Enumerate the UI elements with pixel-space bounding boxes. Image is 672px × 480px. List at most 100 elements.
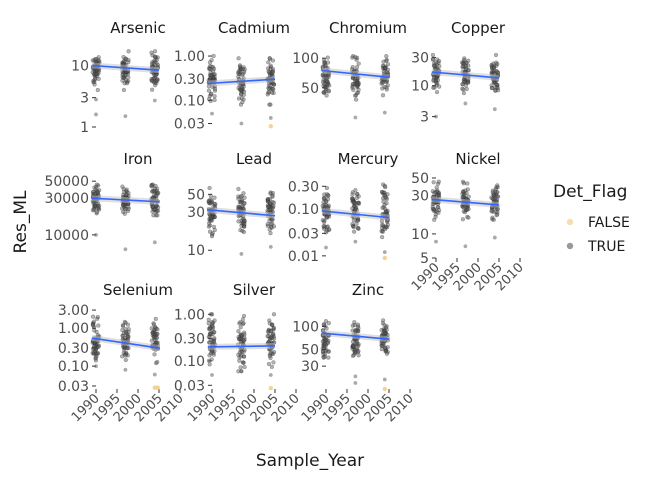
data-point xyxy=(436,205,441,210)
data-point xyxy=(265,222,270,227)
data-point xyxy=(95,316,100,321)
data-point xyxy=(236,196,241,201)
data-point xyxy=(384,351,390,356)
data-point xyxy=(208,331,214,336)
data-point xyxy=(266,361,271,367)
data-point xyxy=(430,189,435,194)
points-zinc xyxy=(320,318,390,392)
legend-key-true xyxy=(566,242,574,250)
data-point xyxy=(355,345,360,351)
y-tick-label: 0.10 xyxy=(174,93,205,109)
y-tick-label: 0.03 xyxy=(174,378,205,394)
data-point xyxy=(353,348,358,353)
data-point xyxy=(434,185,439,190)
data-point xyxy=(356,324,361,329)
data-point xyxy=(463,101,468,106)
data-point xyxy=(270,206,275,211)
data-point xyxy=(210,312,215,317)
data-point xyxy=(462,79,467,84)
data-point xyxy=(210,231,215,236)
y-tick-label: 0.10 xyxy=(58,359,89,375)
data-point xyxy=(322,195,327,200)
data-point xyxy=(212,94,217,99)
data-point xyxy=(149,184,154,189)
data-point xyxy=(434,239,438,244)
data-point xyxy=(92,72,97,77)
data-point xyxy=(385,62,391,67)
data-point xyxy=(461,189,466,195)
data-point xyxy=(326,321,331,326)
y-tick-label: 30 xyxy=(411,189,429,205)
points-chromium xyxy=(320,53,391,120)
data-point xyxy=(126,329,131,334)
data-point xyxy=(151,188,156,193)
data-point-false xyxy=(155,385,160,390)
y-tick-label: 0.30 xyxy=(174,332,205,348)
data-point xyxy=(241,92,246,97)
data-point xyxy=(381,59,386,64)
data-point xyxy=(380,229,385,234)
trend-line-selenium xyxy=(91,337,160,349)
data-point xyxy=(324,199,329,204)
data-point xyxy=(268,191,273,196)
data-point xyxy=(126,57,131,63)
data-point xyxy=(208,66,213,72)
data-point xyxy=(350,222,355,227)
data-point xyxy=(432,191,437,196)
data-point xyxy=(353,188,358,193)
data-point xyxy=(321,355,326,360)
data-point xyxy=(493,52,499,58)
data-point xyxy=(322,219,327,225)
trend-line-zinc xyxy=(321,332,390,340)
data-point xyxy=(383,195,388,200)
data-point xyxy=(466,58,471,63)
data-point xyxy=(380,86,385,91)
data-point xyxy=(350,196,355,201)
y-tick-label: 10 xyxy=(411,79,429,95)
data-point xyxy=(120,72,125,77)
trend-line-arsenic xyxy=(91,64,160,71)
data-point xyxy=(271,312,277,317)
data-point xyxy=(212,214,217,219)
data-point xyxy=(464,86,469,92)
data-point xyxy=(95,87,100,93)
data-point xyxy=(379,327,384,333)
data-point xyxy=(94,184,99,189)
data-point xyxy=(323,337,329,342)
data-point xyxy=(326,60,331,65)
data-point xyxy=(465,187,470,192)
data-point xyxy=(265,334,270,339)
data-point xyxy=(207,96,212,102)
data-point xyxy=(208,201,213,206)
data-point xyxy=(490,215,495,220)
data-point xyxy=(151,321,156,326)
data-point xyxy=(353,78,358,84)
data-point xyxy=(266,329,271,334)
data-point xyxy=(240,333,245,338)
data-point xyxy=(350,64,355,70)
facet-selenium: Selenium0.030.100.301.003.00199019952000… xyxy=(58,281,187,425)
data-point xyxy=(208,70,213,75)
legend-key-false xyxy=(566,218,574,226)
data-point xyxy=(266,86,271,91)
data-point xyxy=(152,337,157,342)
data-point xyxy=(271,200,276,205)
data-point xyxy=(437,84,442,89)
data-point xyxy=(434,60,439,65)
data-point xyxy=(266,66,271,71)
data-point xyxy=(237,63,243,68)
data-point xyxy=(432,217,437,222)
data-point xyxy=(209,349,214,354)
data-point xyxy=(120,354,125,359)
y-tick-label: 1.00 xyxy=(174,307,205,323)
trend-line-lead xyxy=(207,209,276,217)
data-point xyxy=(153,183,158,188)
y-tick-label: 30 xyxy=(411,50,429,66)
data-point xyxy=(151,213,156,218)
data-point xyxy=(437,63,442,69)
data-point xyxy=(126,49,131,54)
data-point xyxy=(324,326,329,331)
data-point xyxy=(325,55,330,60)
